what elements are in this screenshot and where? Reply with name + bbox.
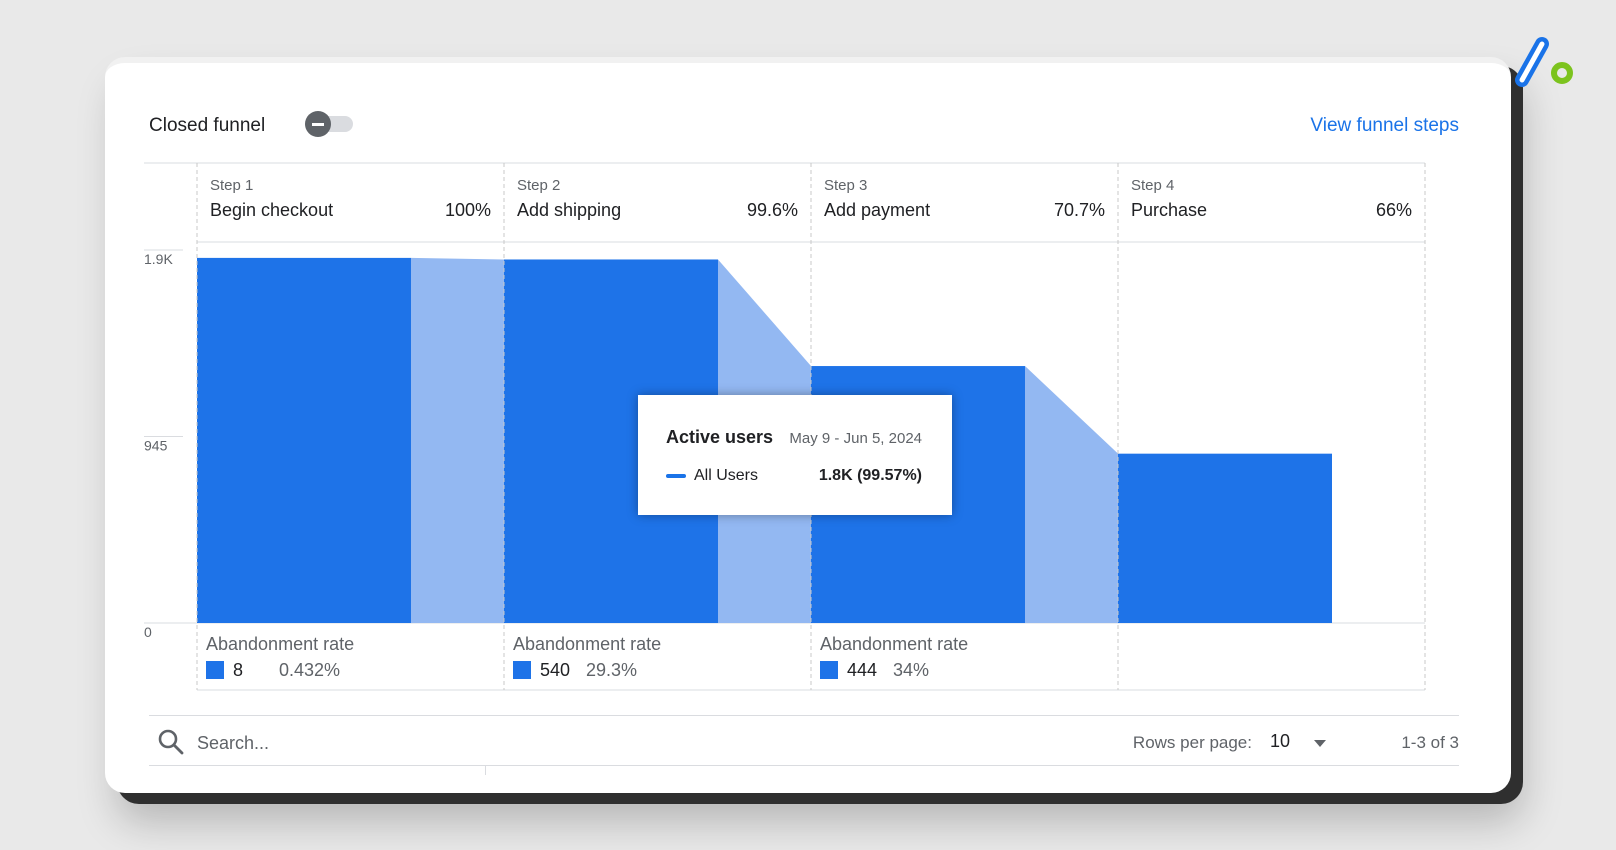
y-tick-label: 945 (144, 438, 168, 454)
funnel-card: Closed funnel View funnel steps 1.9K 945 0… (105, 57, 1511, 793)
step-name-label: Begin checkout (210, 200, 333, 220)
tooltip-date-range: May 9 - Jun 5, 2024 (789, 430, 922, 447)
pagination-status: 1-3 of 3 (1401, 733, 1459, 752)
tooltip-title: Active users (666, 427, 774, 447)
abandonment-swatch (820, 661, 838, 679)
funnel-bar (1118, 453, 1332, 623)
tooltip-value: 1.8K (99.57%) (818, 467, 922, 484)
table-divider (149, 765, 1459, 766)
rows-per-page-label: Rows per page: (1132, 733, 1252, 752)
step-completion-rate: 70.7% (1054, 200, 1105, 220)
brand-logo (1515, 37, 1573, 87)
closed-funnel-toggle[interactable] (305, 111, 355, 137)
step-name-label: Add shipping (517, 200, 621, 220)
abandonment-count: 540 (540, 660, 570, 680)
view-funnel-steps-link[interactable]: View funnel steps (1310, 115, 1459, 136)
abandonment-swatch (513, 661, 531, 679)
chart-tooltip: Active users May 9 - Jun 5, 2024 All Use… (638, 395, 952, 515)
column-divider (485, 765, 486, 775)
abandonment-rate: 0.432% (279, 660, 340, 680)
step-name-label: Purchase (1131, 200, 1207, 220)
funnel-bar (197, 257, 411, 623)
rows-per-page-value: 10 (1270, 731, 1291, 751)
funnel-title: Closed funnel (149, 115, 266, 136)
abandonment-count: 444 (847, 660, 877, 680)
abandonment-label: Abandonment rate (820, 634, 968, 654)
step-completion-rate: 99.6% (747, 200, 798, 220)
step-number-label: Step 1 (210, 177, 253, 194)
tooltip-series-name: All Users (694, 467, 759, 484)
step-number-label: Step 4 (1131, 177, 1174, 194)
step-number-label: Step 3 (824, 177, 867, 194)
step-number-label: Step 2 (517, 177, 560, 194)
funnel-connector (1025, 366, 1118, 623)
abandonment-label: Abandonment rate (513, 634, 661, 654)
funnel-connector (411, 257, 504, 623)
search-input[interactable] (195, 728, 499, 758)
y-tick-label: 0 (144, 624, 152, 640)
table-toolbar: Rows per page: 10 1-3 of 3 (149, 715, 1459, 766)
rows-per-page-select[interactable]: 10 (1270, 728, 1334, 756)
step-completion-rate: 100% (445, 200, 491, 220)
abandonment-count: 8 (233, 660, 243, 680)
abandonment-rate: 34% (893, 660, 929, 680)
series-legend-swatch (666, 474, 686, 478)
abandonment-swatch (206, 661, 224, 679)
search-icon[interactable] (157, 728, 185, 756)
y-tick-label: 1.9K (144, 251, 173, 267)
abandonment-rate: 29.3% (586, 660, 637, 680)
step-completion-rate: 66% (1376, 200, 1412, 220)
chevron-down-icon (1314, 740, 1326, 747)
abandonment-label: Abandonment rate (206, 634, 354, 654)
step-name-label: Add payment (824, 200, 930, 220)
funnel-chart: 1.9K 945 0 Step 1 Begin checkout 100% Step 2 Ad… (144, 162, 1426, 691)
toggle-knob (305, 111, 331, 137)
